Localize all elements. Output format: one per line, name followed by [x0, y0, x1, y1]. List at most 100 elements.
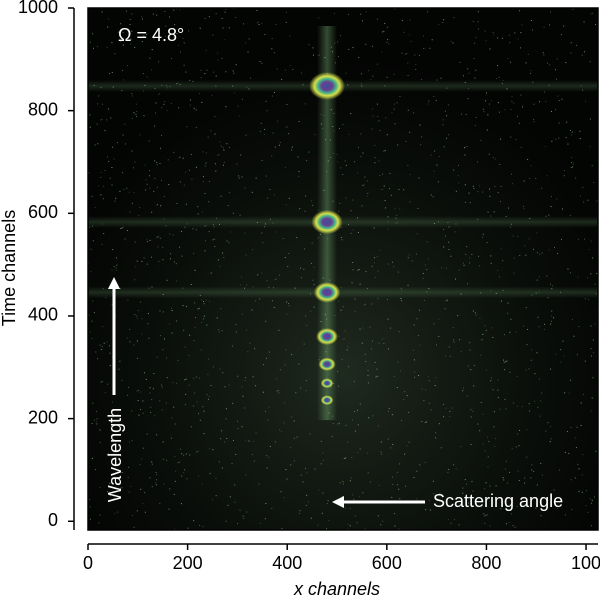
noise-dot — [448, 346, 450, 348]
noise-dot — [572, 163, 574, 165]
noise-dot — [273, 52, 275, 54]
noise-dot — [88, 314, 90, 316]
noise-dot — [427, 11, 429, 13]
noise-dot — [274, 194, 276, 196]
noise-dot — [95, 351, 97, 353]
noise-dot — [97, 45, 99, 47]
noise-dot — [535, 507, 537, 509]
noise-dot — [285, 469, 287, 471]
noise-dot — [338, 385, 340, 387]
noise-dot — [185, 393, 187, 395]
noise-dot — [387, 39, 389, 41]
noise-dot — [489, 195, 491, 197]
noise-dot — [469, 257, 471, 259]
noise-dot — [214, 116, 216, 118]
noise-dot — [215, 170, 217, 172]
noise-dot — [285, 167, 287, 169]
noise-dot — [418, 374, 420, 376]
noise-dot — [551, 140, 553, 142]
noise-dot — [187, 527, 189, 529]
noise-dot — [553, 489, 555, 491]
noise-dot — [469, 202, 471, 204]
noise-dot — [413, 324, 415, 326]
noise-dot — [441, 267, 443, 269]
noise-dot — [537, 406, 539, 408]
noise-dot — [281, 430, 283, 432]
y-axis-label: Time channels — [0, 210, 19, 326]
noise-dot — [127, 386, 129, 388]
noise-dot — [131, 117, 133, 119]
noise-dot — [362, 152, 364, 154]
noise-dot — [326, 503, 328, 505]
noise-dot — [248, 440, 250, 442]
noise-dot — [276, 378, 278, 380]
noise-dot — [519, 429, 521, 431]
noise-dot — [152, 388, 154, 390]
noise-dot — [558, 122, 560, 124]
noise-dot — [290, 446, 292, 448]
noise-dot — [170, 103, 172, 105]
noise-dot — [509, 42, 511, 44]
noise-dot — [484, 30, 486, 32]
noise-dot — [370, 79, 372, 81]
noise-dot — [492, 156, 494, 158]
noise-dot — [362, 327, 364, 329]
noise-dot — [587, 511, 589, 513]
noise-dot — [193, 107, 195, 109]
noise-dot — [171, 417, 173, 419]
noise-dot — [123, 79, 125, 81]
noise-dot — [435, 437, 437, 439]
noise-dot — [550, 195, 552, 197]
noise-dot — [353, 381, 355, 383]
noise-dot — [156, 14, 158, 16]
noise-dot — [353, 498, 355, 500]
noise-dot — [195, 376, 197, 378]
noise-dot — [363, 184, 365, 186]
noise-dot — [173, 493, 175, 495]
noise-dot — [169, 233, 171, 235]
noise-dot — [151, 69, 153, 71]
noise-dot — [268, 456, 270, 458]
noise-dot — [109, 73, 111, 75]
noise-dot — [590, 410, 592, 412]
noise-dot — [589, 498, 591, 500]
noise-dot — [506, 497, 508, 499]
noise-dot — [107, 108, 109, 110]
noise-dot — [596, 200, 598, 202]
noise-dot — [373, 262, 375, 264]
noise-dot — [526, 456, 528, 458]
noise-dot — [472, 185, 474, 187]
noise-dot — [591, 12, 593, 14]
noise-dot — [345, 197, 347, 199]
noise-dot — [543, 328, 545, 330]
noise-dot — [322, 492, 324, 494]
noise-dot — [92, 402, 94, 404]
noise-dot — [445, 267, 447, 269]
x-tick-label: 400 — [272, 553, 302, 573]
noise-dot — [458, 182, 460, 184]
noise-dot — [89, 506, 91, 508]
noise-dot — [213, 71, 215, 73]
noise-dot — [221, 330, 223, 332]
noise-dot — [342, 174, 344, 176]
noise-dot — [446, 299, 448, 301]
noise-dot — [556, 198, 558, 200]
noise-dot — [104, 392, 106, 394]
noise-dot — [122, 44, 124, 46]
noise-dot — [423, 35, 425, 37]
noise-dot — [290, 149, 292, 151]
noise-dot — [378, 160, 380, 162]
noise-dot — [139, 464, 141, 466]
noise-dot — [174, 24, 176, 26]
noise-dot — [497, 269, 499, 271]
noise-dot — [484, 487, 486, 489]
noise-dot — [238, 115, 240, 117]
noise-dot — [387, 263, 389, 265]
noise-dot — [531, 469, 533, 471]
noise-dot — [140, 408, 142, 410]
noise-dot — [518, 479, 520, 481]
noise-dot — [100, 171, 102, 173]
noise-dot — [585, 100, 587, 102]
noise-dot — [119, 487, 121, 489]
noise-dot — [146, 263, 148, 265]
